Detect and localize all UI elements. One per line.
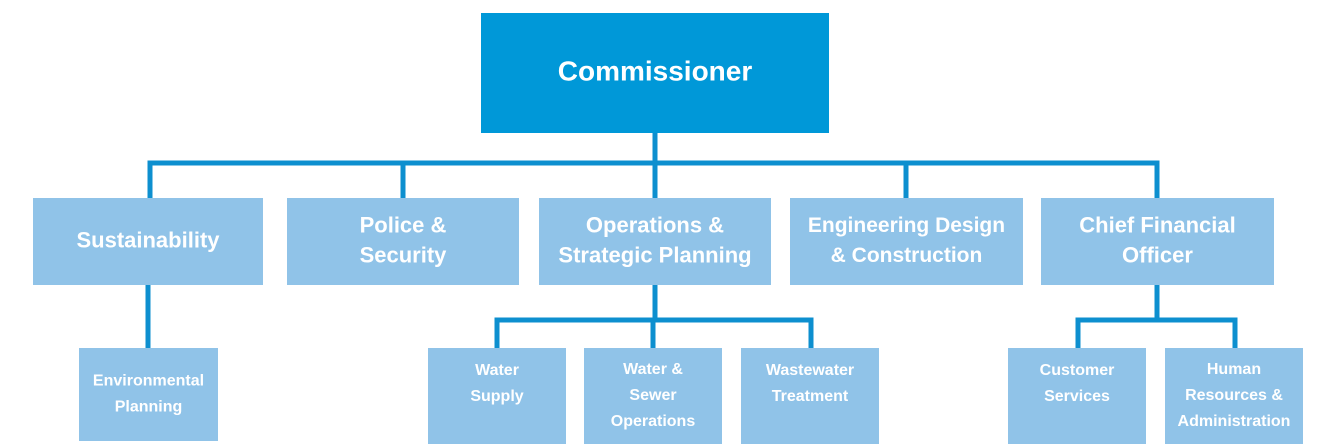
node-box bbox=[584, 348, 722, 444]
node-box bbox=[33, 198, 263, 285]
node-label: Resources & bbox=[1185, 387, 1283, 404]
org-node: Police & Security bbox=[287, 198, 519, 285]
node-box bbox=[481, 13, 829, 133]
node-label: & Construction bbox=[831, 244, 983, 267]
org-node: Customer Services bbox=[1008, 348, 1146, 444]
node-label: Environmental bbox=[93, 373, 204, 390]
node-label: Strategic Planning bbox=[558, 242, 751, 267]
node-box bbox=[1008, 348, 1146, 444]
connector bbox=[147, 133, 1160, 198]
node-label: Operations & bbox=[586, 212, 724, 237]
node-box bbox=[539, 198, 771, 285]
node-box bbox=[79, 348, 218, 441]
connectors bbox=[145, 133, 1238, 348]
node-box bbox=[428, 348, 566, 444]
node-label: Chief Financial bbox=[1079, 212, 1235, 237]
connector bbox=[494, 285, 814, 348]
org-node: Water & Sewer Operations bbox=[584, 348, 722, 444]
org-node: Human Resources & Administration bbox=[1165, 348, 1303, 444]
org-node: Wastewater Treatment bbox=[741, 348, 879, 444]
node-label: Services bbox=[1044, 388, 1110, 405]
org-node: Chief Financial Officer bbox=[1041, 198, 1274, 285]
node-label: Treatment bbox=[772, 388, 849, 405]
node-box bbox=[287, 198, 519, 285]
org-node: Water Supply bbox=[428, 348, 566, 444]
node-label: Officer bbox=[1122, 242, 1193, 267]
node-label: Police & bbox=[360, 212, 447, 237]
connector bbox=[1075, 285, 1238, 348]
org-node: Operations & Strategic Planning bbox=[539, 198, 771, 285]
org-node: Environmental Planning bbox=[79, 348, 218, 441]
node-box bbox=[741, 348, 879, 444]
node-label: Water bbox=[475, 362, 519, 379]
node-label: Wastewater bbox=[766, 362, 854, 379]
node-label: Supply bbox=[470, 388, 523, 405]
node-label: Water & bbox=[623, 361, 683, 378]
node-box bbox=[1165, 348, 1303, 444]
org-node: Commissioner bbox=[481, 13, 829, 133]
node-label: Human bbox=[1207, 361, 1261, 378]
node-label: Security bbox=[360, 242, 448, 267]
node-box bbox=[1041, 198, 1274, 285]
node-label: Commissioner bbox=[558, 55, 753, 86]
node-label: Planning bbox=[115, 399, 183, 416]
node-label: Operations bbox=[611, 413, 696, 430]
node-label: Sustainability bbox=[76, 227, 220, 252]
node-label: Sewer bbox=[629, 387, 676, 404]
node-box bbox=[790, 198, 1023, 285]
org-node: Engineering Design & Construction bbox=[790, 198, 1023, 285]
node-label: Administration bbox=[1178, 413, 1291, 430]
node-label: Customer bbox=[1040, 362, 1115, 379]
node-label: Engineering Design bbox=[808, 214, 1005, 237]
org-node: Sustainability bbox=[33, 198, 263, 285]
